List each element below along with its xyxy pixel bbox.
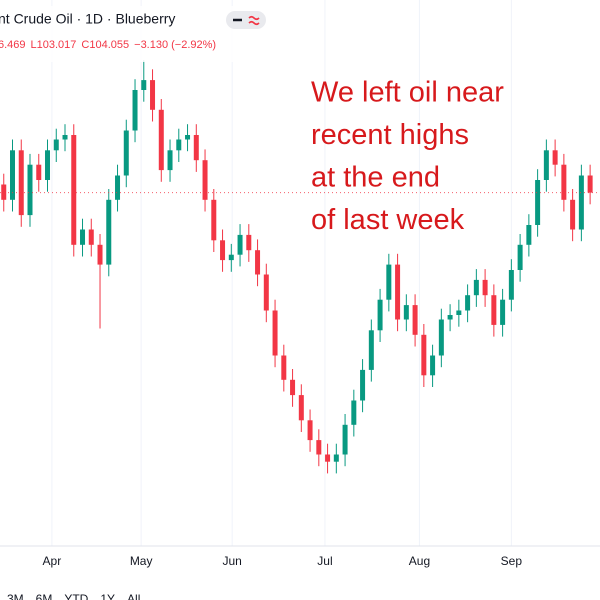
candle-body	[150, 80, 156, 110]
candle-body	[80, 229, 86, 245]
candle-body	[202, 160, 208, 200]
range-button[interactable]: 3M	[7, 592, 24, 600]
candle-body	[106, 199, 112, 265]
annotation-line: of last week	[311, 204, 465, 236]
candle-body	[543, 150, 549, 180]
candle-body	[123, 130, 129, 176]
x-axis: Apr May Jun Jul Aug Sep	[43, 554, 523, 568]
ohlc-value: 6.469	[0, 39, 26, 51]
range-buttons: 3M 6M YTD 1Y All	[7, 592, 140, 600]
candle-body	[290, 379, 296, 396]
range-button[interactable]: 1Y	[100, 592, 115, 600]
candle-body	[360, 369, 366, 401]
candle-body	[465, 295, 471, 311]
candle-body	[526, 225, 532, 245]
candle-body	[517, 244, 523, 270]
candle-body	[482, 279, 488, 296]
candle-body	[570, 199, 576, 230]
annotation-line: recent highs	[311, 119, 469, 151]
candle-body	[88, 229, 94, 245]
candle-body	[53, 139, 59, 151]
candle-body	[351, 400, 357, 425]
x-tick-label: Aug	[409, 554, 430, 568]
candle-body	[185, 135, 191, 140]
candle-body	[342, 424, 348, 455]
range-button[interactable]: YTD	[64, 592, 88, 600]
candle-body	[45, 150, 51, 180]
candle-body	[578, 175, 584, 230]
candle-body	[220, 240, 226, 261]
ohlc-value: C104.055	[81, 39, 129, 51]
candle-body	[255, 250, 261, 275]
candle-body	[27, 164, 33, 216]
ohlc-readout: 6.469 L103.017 C104.055 −3.130 (−2.92%)	[0, 39, 216, 51]
candle-body	[368, 330, 374, 370]
toggle-pill[interactable]	[226, 11, 266, 29]
candle-body	[438, 319, 444, 356]
candle-body	[473, 279, 479, 296]
x-tick-label: Jul	[317, 554, 332, 568]
candle-body	[281, 355, 287, 380]
candle-body	[500, 299, 506, 325]
annotation-line: at the end	[311, 162, 440, 194]
candle-body	[430, 355, 436, 376]
candle-body	[132, 90, 138, 131]
candle-body	[386, 264, 392, 300]
candle-body	[456, 310, 462, 315]
x-tick-label: May	[130, 554, 153, 568]
x-tick-label: Sep	[501, 554, 523, 568]
candle-body	[535, 180, 541, 225]
ohlc-value: −3.130 (−2.92%)	[134, 39, 216, 51]
ohlc-value: L103.017	[31, 39, 77, 51]
candle-body	[412, 305, 418, 335]
range-button[interactable]: All	[127, 592, 140, 600]
range-button[interactable]: 6M	[36, 592, 53, 600]
candle-body	[167, 150, 173, 171]
candle-body	[587, 175, 593, 193]
candle-body	[158, 109, 164, 171]
candle-body	[561, 164, 567, 200]
candle-body	[1, 184, 7, 200]
candle-body	[447, 315, 453, 320]
candle-body	[211, 199, 217, 241]
x-tick-label: Jun	[222, 554, 241, 568]
candle-body	[176, 139, 182, 151]
legend-toggle[interactable]	[226, 11, 266, 29]
annotation-line: We left oil near	[311, 77, 504, 109]
candle-body	[36, 164, 42, 180]
candle-body	[246, 234, 252, 251]
candle-body	[97, 244, 103, 265]
candle-body	[193, 135, 199, 161]
candle-body	[141, 80, 147, 90]
candle-body	[325, 454, 331, 462]
candle-body	[62, 135, 68, 140]
candle-body	[491, 295, 497, 325]
candles	[1, 60, 593, 474]
toggle-approx	[248, 15, 260, 26]
x-tick-label: Apr	[43, 554, 62, 568]
candle-body	[228, 254, 234, 261]
candle-body	[115, 175, 121, 200]
annotation: We left oil near recent highs at the end of…	[311, 77, 504, 237]
candle-body	[10, 150, 16, 200]
candle-body	[71, 135, 77, 245]
candle-body	[272, 310, 278, 356]
candle-body	[18, 150, 24, 216]
candle-body	[421, 334, 427, 376]
candle-body	[316, 440, 322, 455]
candle-body	[298, 395, 304, 421]
candle-body	[333, 454, 339, 462]
candle-body	[403, 305, 409, 320]
chart-title: nt Crude Oil · 1D · Blueberry	[0, 11, 175, 27]
candle-body	[552, 150, 558, 165]
candle-body	[307, 420, 313, 441]
candle-body	[508, 270, 514, 300]
candle-body	[395, 264, 401, 320]
candle-body	[263, 274, 269, 311]
candle-body	[237, 234, 243, 255]
candle-body	[377, 299, 383, 331]
